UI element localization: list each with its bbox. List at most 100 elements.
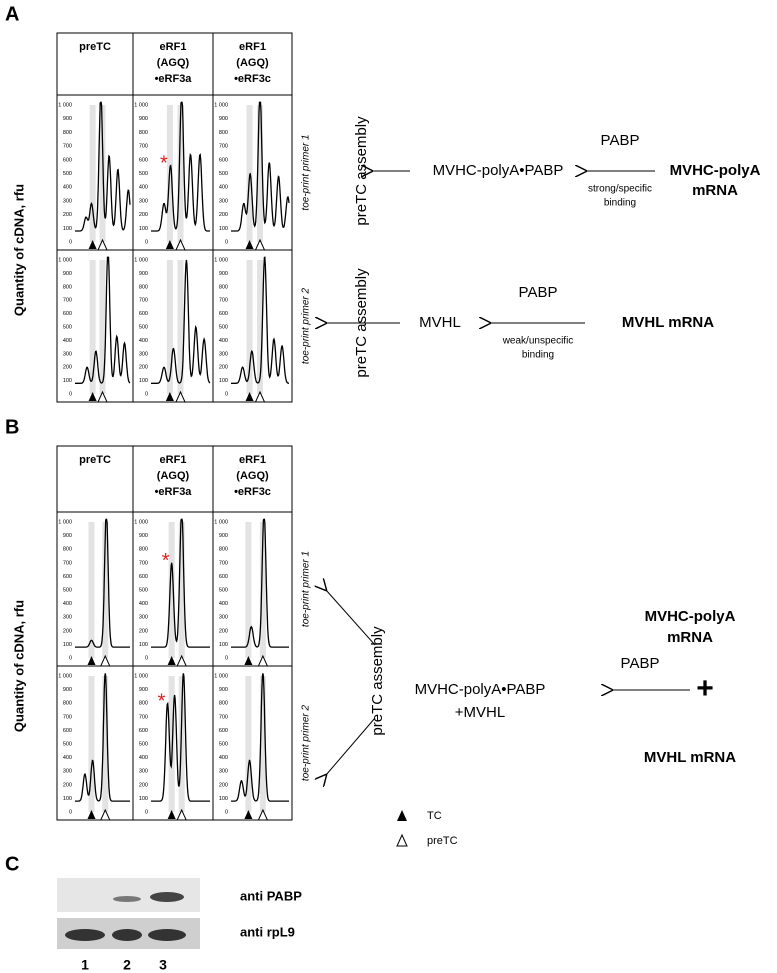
y-tick-label: 900 bbox=[139, 271, 148, 277]
trace bbox=[231, 518, 289, 648]
y-tick-label: 400 bbox=[219, 601, 228, 607]
y-tick-label: 600 bbox=[219, 157, 228, 163]
y-axis-label: Quantity of cDNA, rfu bbox=[11, 600, 26, 732]
lane-label: 1 bbox=[81, 957, 89, 973]
band bbox=[112, 929, 142, 941]
y-tick-label: 600 bbox=[63, 311, 72, 317]
pretc-triangle bbox=[175, 238, 186, 251]
highlight-band bbox=[177, 105, 184, 242]
y-tick-label: 300 bbox=[63, 351, 72, 357]
row-label: toe-print primer 1 bbox=[301, 134, 312, 210]
y-tick-label: 400 bbox=[63, 755, 72, 761]
highlight-band bbox=[177, 260, 184, 394]
scheme-mrna: MVHL mRNA bbox=[644, 749, 736, 766]
y-tick-label: 900 bbox=[63, 687, 72, 693]
significance-marker: * bbox=[160, 153, 168, 175]
pretc-triangle bbox=[257, 808, 269, 821]
y-tick-label: 600 bbox=[139, 574, 148, 580]
y-tick-label: 700 bbox=[139, 560, 148, 566]
lane-label: 2 bbox=[123, 957, 131, 973]
y-tick-label: 500 bbox=[219, 324, 228, 330]
highlight-band bbox=[178, 522, 185, 658]
y-tick-label: 400 bbox=[63, 601, 72, 607]
column-header: (AGQ) bbox=[236, 470, 269, 482]
y-tick-label: 900 bbox=[139, 116, 148, 122]
legend-label: preTC bbox=[427, 835, 458, 847]
y-tick-label: 1 000 bbox=[214, 673, 228, 679]
y-tick-label: 800 bbox=[139, 284, 148, 290]
trace bbox=[151, 259, 211, 384]
scheme-mrna: MVHC-polyA bbox=[645, 608, 736, 625]
y-tick-label: 200 bbox=[139, 365, 148, 371]
y-tick-label: 0 bbox=[145, 391, 148, 397]
y-tick-label: 0 bbox=[225, 655, 228, 661]
y-tick-label: 600 bbox=[219, 728, 228, 734]
highlight-band bbox=[99, 105, 106, 242]
legend-label: TC bbox=[427, 810, 442, 822]
y-tick-label: 300 bbox=[139, 351, 148, 357]
y-tick-label: 900 bbox=[219, 687, 228, 693]
band bbox=[150, 892, 184, 902]
y-tick-label: 500 bbox=[63, 324, 72, 330]
tc-triangle bbox=[167, 656, 176, 665]
y-tick-label: 900 bbox=[63, 271, 72, 277]
column-header: eRF1 bbox=[160, 454, 187, 466]
y-tick-label: 200 bbox=[219, 212, 228, 218]
scheme-mrna: MVHL mRNA bbox=[622, 314, 714, 331]
y-tick-label: 900 bbox=[63, 533, 72, 539]
y-tick-label: 0 bbox=[69, 809, 72, 815]
column-header: •eRF3c bbox=[234, 73, 271, 85]
y-tick-label: 1 000 bbox=[214, 257, 228, 263]
highlight-band bbox=[257, 105, 263, 242]
trace bbox=[231, 673, 289, 802]
trace bbox=[75, 673, 130, 802]
pretc-triangle bbox=[97, 238, 108, 251]
highlight-band bbox=[245, 522, 252, 658]
tc-triangle bbox=[245, 240, 254, 249]
highlight-band bbox=[88, 522, 95, 658]
scheme-complex: MVHC-polyA•PABP bbox=[433, 162, 564, 179]
y-tick-label: 700 bbox=[63, 714, 72, 720]
y-tick-label: 0 bbox=[145, 655, 148, 661]
arrow bbox=[326, 717, 376, 775]
tc-triangle bbox=[167, 810, 176, 819]
column-header: eRF1 bbox=[239, 41, 266, 53]
y-tick-label: 1 000 bbox=[134, 257, 148, 263]
y-tick-label: 1 000 bbox=[58, 673, 72, 679]
scheme-complex: MVHC-polyA•PABP bbox=[415, 681, 546, 698]
trace bbox=[75, 518, 130, 648]
y-tick-label: 300 bbox=[219, 615, 228, 621]
y-tick-label: 700 bbox=[219, 560, 228, 566]
y-tick-label: 500 bbox=[139, 171, 148, 177]
y-tick-label: 300 bbox=[219, 351, 228, 357]
y-tick-label: 100 bbox=[63, 226, 72, 232]
pretc-triangle bbox=[99, 808, 111, 821]
y-tick-label: 300 bbox=[219, 769, 228, 775]
y-axis-label: Quantity of cDNA, rfu bbox=[11, 184, 26, 316]
y-tick-label: 900 bbox=[139, 687, 148, 693]
pretc-triangle bbox=[176, 654, 187, 667]
y-tick-label: 1 000 bbox=[214, 102, 228, 108]
y-tick-label: 600 bbox=[139, 728, 148, 734]
highlight-band bbox=[257, 260, 263, 394]
y-tick-label: 400 bbox=[139, 338, 148, 344]
legend-pretc-symbol bbox=[396, 833, 408, 847]
y-tick-label: 300 bbox=[63, 615, 72, 621]
y-tick-label: 700 bbox=[139, 714, 148, 720]
highlight-band bbox=[89, 105, 96, 242]
y-tick-label: 400 bbox=[63, 338, 72, 344]
pretc-triangle bbox=[176, 808, 187, 821]
y-tick-label: 700 bbox=[219, 714, 228, 720]
y-tick-label: 100 bbox=[219, 226, 228, 232]
scheme-binding: weak/unspecific bbox=[502, 336, 574, 347]
tc-triangle bbox=[87, 810, 96, 819]
panel-label: B bbox=[5, 416, 19, 438]
pretc-triangle bbox=[254, 238, 266, 251]
column-header: preTC bbox=[79, 454, 111, 466]
y-tick-label: 200 bbox=[219, 782, 228, 788]
y-tick-label: 700 bbox=[63, 560, 72, 566]
legend-tc-symbol bbox=[397, 810, 407, 821]
scheme-mrna: mRNA bbox=[667, 629, 713, 646]
y-tick-label: 400 bbox=[219, 185, 228, 191]
arrow bbox=[326, 590, 376, 646]
